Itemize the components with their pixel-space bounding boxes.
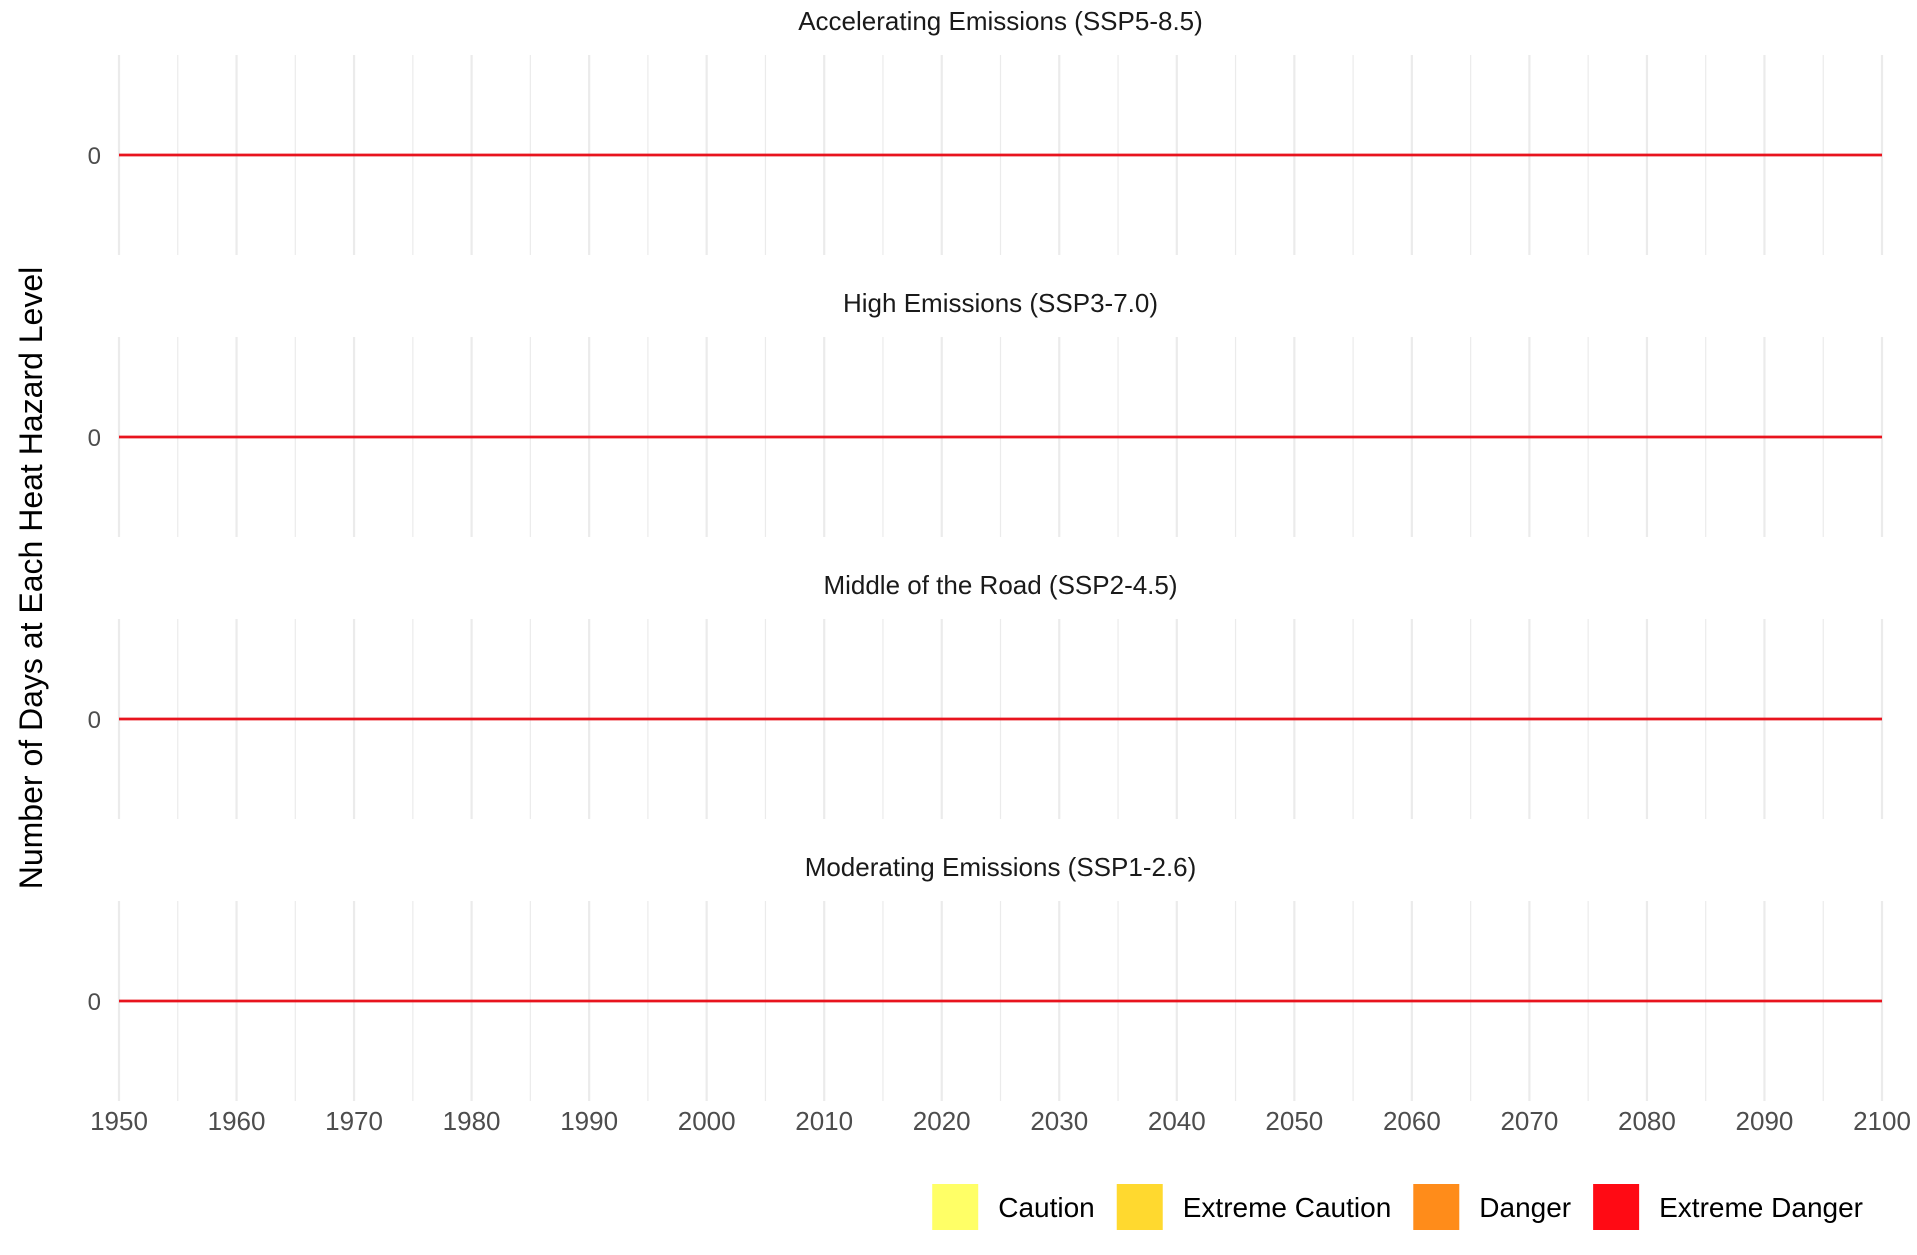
facet-panel: Accelerating Emissions (SSP5-8.5) 0: [88, 6, 1884, 255]
legend-key-swatch: [932, 1184, 979, 1230]
legend: Caution Extreme Caution Danger Extreme Dang…: [932, 1184, 1863, 1230]
legend-item: Danger: [1413, 1184, 1571, 1230]
y-axis-label: Number of Days at Each Heat Hazard Level: [13, 267, 49, 890]
panel-title: High Emissions (SSP3-7.0): [843, 288, 1158, 318]
y-tick-label: 0: [88, 143, 101, 170]
facet-panel: High Emissions (SSP3-7.0) 0: [88, 288, 1884, 537]
panel-title: Middle of the Road (SSP2-4.5): [823, 570, 1177, 600]
x-tick-label: 2020: [913, 1106, 971, 1136]
x-tick-label: 2050: [1265, 1106, 1323, 1136]
facet-panel: Moderating Emissions (SSP1-2.6) 0: [88, 852, 1884, 1101]
x-tick-label: 2090: [1736, 1106, 1794, 1136]
x-tick-label: 1950: [90, 1106, 148, 1136]
x-tick-label: 1970: [325, 1106, 383, 1136]
legend-key-swatch: [1593, 1184, 1640, 1230]
x-tick-label: 2040: [1148, 1106, 1206, 1136]
x-tick-label: 2100: [1853, 1106, 1911, 1136]
x-tick-label: 1980: [443, 1106, 501, 1136]
panel-title: Accelerating Emissions (SSP5-8.5): [798, 6, 1203, 36]
y-tick-label: 0: [88, 707, 101, 734]
legend-key-swatch: [1413, 1184, 1460, 1230]
legend-item: Caution: [932, 1184, 1095, 1230]
y-tick-label: 0: [88, 989, 101, 1016]
x-tick-label: 1990: [560, 1106, 618, 1136]
x-tick-label: 2080: [1618, 1106, 1676, 1136]
x-tick-label: 2030: [1030, 1106, 1088, 1136]
legend-label: Danger: [1479, 1192, 1571, 1223]
y-tick-label: 0: [88, 425, 101, 452]
legend-item: Extreme Caution: [1116, 1184, 1392, 1230]
x-axis: 1950 1960 1970 1980 1990 2000 2010 2020 2030 2040…: [90, 1106, 1911, 1136]
facet-panel: Middle of the Road (SSP2-4.5) 0: [88, 570, 1884, 819]
panel-title: Moderating Emissions (SSP1-2.6): [805, 852, 1197, 882]
x-tick-label: 1960: [208, 1106, 266, 1136]
legend-label: Caution: [998, 1192, 1095, 1223]
legend-label: Extreme Danger: [1659, 1192, 1863, 1223]
x-tick-label: 2070: [1500, 1106, 1558, 1136]
legend-item: Extreme Danger: [1593, 1184, 1863, 1230]
legend-label: Extreme Caution: [1183, 1192, 1392, 1223]
x-tick-label: 2000: [678, 1106, 736, 1136]
x-tick-label: 2060: [1383, 1106, 1441, 1136]
legend-key-swatch: [1116, 1184, 1163, 1230]
x-tick-label: 2010: [795, 1106, 853, 1136]
